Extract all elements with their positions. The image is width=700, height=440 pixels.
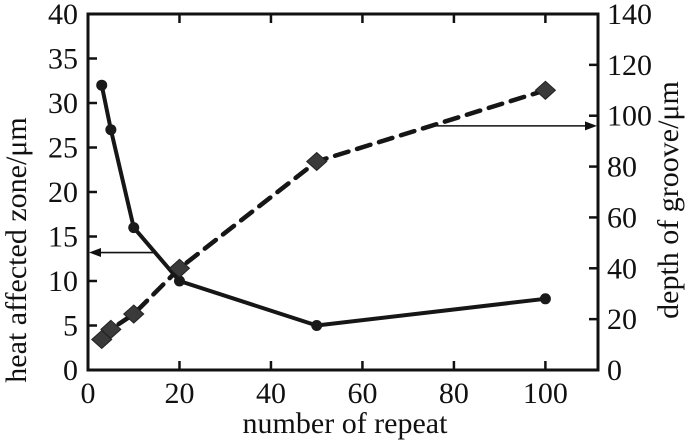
data-point-diamond bbox=[122, 304, 145, 324]
series-line-depth-of-groove bbox=[99, 88, 548, 342]
x-tick-label: 80 bbox=[439, 377, 469, 410]
y-right-tick-label: 20 bbox=[607, 303, 637, 336]
y-left-tick-label: 30 bbox=[48, 87, 78, 120]
y-right-tick-label: 60 bbox=[607, 201, 637, 234]
y-left-tick-label: 20 bbox=[48, 176, 78, 209]
y-right-tick-label: 120 bbox=[607, 49, 652, 82]
data-point-circle bbox=[105, 124, 117, 136]
y-axis-label-right: depth of groove/μm bbox=[652, 81, 685, 319]
x-tick-label: 100 bbox=[523, 377, 568, 410]
y-right-tick-label: 0 bbox=[607, 354, 622, 387]
data-point-circle bbox=[539, 293, 551, 305]
plot-frame bbox=[86, 12, 600, 372]
y-right-tick-label: 100 bbox=[607, 100, 652, 133]
y-left-tick-label: 25 bbox=[48, 132, 78, 165]
y-left-tick-label: 5 bbox=[63, 310, 78, 343]
data-point-circle bbox=[173, 275, 185, 287]
data-point-diamond bbox=[305, 151, 328, 172]
x-tick-label: 0 bbox=[81, 377, 96, 410]
x-tick-label: 60 bbox=[347, 377, 377, 410]
data-point-circle bbox=[128, 222, 140, 234]
data-point-circle bbox=[96, 79, 108, 91]
y-left-tick-label: 0 bbox=[63, 354, 78, 387]
y-right-tick-label: 140 bbox=[607, 0, 652, 31]
data-point-circle bbox=[311, 320, 323, 331]
y-left-tick-label: 35 bbox=[48, 43, 78, 76]
data-point-diamond bbox=[168, 258, 191, 278]
y-right-tick-label: 80 bbox=[607, 151, 637, 184]
y-axis-label-left: heat affected zone/μm bbox=[0, 117, 33, 382]
series-line-heat-affected-zone bbox=[99, 83, 548, 328]
y-left-tick-label: 40 bbox=[48, 0, 78, 31]
data-point-diamond bbox=[534, 80, 557, 100]
x-tick-label: 20 bbox=[164, 377, 194, 410]
y-left-tick-label: 10 bbox=[48, 265, 78, 298]
x-axis-label: number of repeat bbox=[243, 407, 449, 440]
y-right-tick-label: 40 bbox=[607, 252, 637, 285]
y-left-tick-label: 15 bbox=[48, 221, 78, 254]
left-arrowhead-icon bbox=[89, 248, 101, 258]
x-tick-label: 40 bbox=[256, 377, 286, 410]
data-point-diamond bbox=[100, 319, 122, 339]
right-arrowhead-icon bbox=[585, 121, 597, 131]
